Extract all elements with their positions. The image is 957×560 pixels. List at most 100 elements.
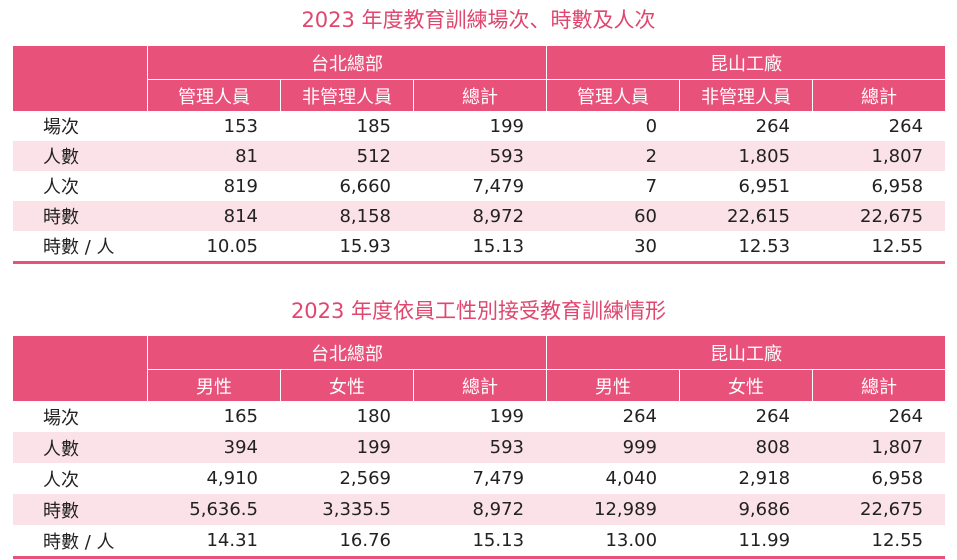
- column-header: 管理人員: [147, 79, 280, 111]
- table-cell: 6,958: [871, 175, 924, 197]
- column-header: 總計: [413, 79, 547, 111]
- row-label: 人次: [43, 469, 79, 491]
- table-cell: 5,636.5: [147, 494, 280, 525]
- table-cell: 7,479: [472, 468, 525, 489]
- table-cell: 2,918: [738, 468, 791, 489]
- column-header: 女性: [679, 369, 813, 401]
- table-row: 場次 165 180 199 264 264 264: [13, 401, 945, 432]
- column-header: 管理人員: [546, 79, 680, 111]
- table-row: 場次 153 185 199 0 264 264: [13, 111, 945, 141]
- table-cell: 814: [147, 201, 280, 231]
- table-row: 時數 5,636.5 3,335.5 8,972 12,989 9,686 22…: [13, 494, 946, 525]
- training-sessions-hours-table: 台北總部 昆山工廠 管理人員 非管理人員 總計 管理人員 非管理人員 總計 場次…: [13, 46, 946, 264]
- table-cell: 593: [413, 141, 547, 171]
- table-row: 人數 81 512 593 2 1,805 1,807: [13, 141, 946, 171]
- table-cell: 199: [489, 115, 525, 137]
- table-cell: 199: [489, 406, 525, 427]
- table-cell: 264: [755, 115, 791, 137]
- group-header-taipei: 台北總部: [147, 336, 547, 369]
- column-header: 男性: [147, 369, 280, 401]
- row-label: 時數: [13, 201, 147, 231]
- table-cell: 199: [280, 432, 413, 463]
- table-cell: 8,158: [280, 201, 413, 231]
- table-row: 時數 / 人 10.05 15.93 15.13 30 12.53 12.55: [13, 231, 946, 264]
- table-cell: 12.53: [679, 231, 813, 264]
- corner-header-cell: [13, 336, 147, 401]
- table-cell: 180: [356, 406, 391, 427]
- table-cell: 22,675: [812, 494, 946, 525]
- table-cell: 264: [888, 406, 924, 427]
- table-cell: 999: [546, 432, 680, 463]
- row-label: 時數: [13, 494, 147, 525]
- table2-title: 2023 年度依員工性別接受教育訓練情形: [290, 299, 667, 323]
- table-row: 時數 / 人 14.31 16.76 15.13 13.00 11.99 12.…: [13, 525, 946, 559]
- table-cell: 153: [223, 115, 258, 137]
- table-cell: 1,805: [679, 141, 813, 171]
- table-cell: 22,675: [812, 201, 946, 231]
- row-label: 人數: [13, 432, 147, 463]
- table-cell: 7: [645, 175, 658, 197]
- table-cell: 81: [147, 141, 280, 171]
- table-cell: 7,479: [472, 175, 525, 197]
- row-label: 場次: [43, 117, 79, 138]
- table-cell: 4,040: [605, 468, 658, 489]
- table-cell: 4,910: [206, 468, 258, 489]
- table-cell: 6,958: [871, 468, 924, 489]
- table-cell: 12.55: [812, 525, 946, 559]
- table-cell: 394: [147, 432, 280, 463]
- table-cell: 11.99: [679, 525, 813, 559]
- table-cell: 165: [223, 406, 258, 427]
- corner-header-cell: [13, 46, 147, 111]
- column-header: 非管理人員: [280, 79, 413, 111]
- row-label: 人次: [43, 177, 79, 198]
- table-cell: 264: [888, 115, 924, 137]
- table-cell: 30: [546, 231, 680, 264]
- table-row: 時數 814 8,158 8,972 60 22,615 22,675: [13, 201, 946, 231]
- table1-title: 2023 年度教育訓練場次、時數及人次: [301, 8, 656, 32]
- table-row: 人次 4,910 2,569 7,479 4,040 2,918 6,958: [13, 463, 945, 494]
- table-cell: 12.55: [812, 231, 946, 264]
- table-cell: 22,615: [679, 201, 813, 231]
- table-cell: 6,951: [738, 175, 791, 197]
- table-cell: 6,660: [339, 175, 391, 197]
- table-cell: 819: [223, 175, 258, 197]
- table-cell: 15.13: [413, 231, 547, 264]
- table-cell: 8,972: [413, 494, 547, 525]
- table-cell: 264: [755, 406, 791, 427]
- table-cell: 808: [679, 432, 813, 463]
- column-header: 總計: [812, 79, 946, 111]
- column-header: 總計: [413, 369, 547, 401]
- row-label: 時數 / 人: [13, 525, 147, 559]
- table-cell: 13.00: [546, 525, 680, 559]
- table-cell: 0: [645, 115, 658, 137]
- table-cell: 1,807: [812, 141, 946, 171]
- training-by-gender-table: 台北總部 昆山工廠 男性 女性 總計 男性 女性 總計 場次 165 180 1…: [13, 336, 946, 559]
- table-cell: 10.05: [147, 231, 280, 264]
- table-cell: 264: [622, 406, 658, 427]
- group-header-taipei: 台北總部: [147, 46, 547, 79]
- table-cell: 512: [280, 141, 413, 171]
- table-cell: 60: [546, 201, 680, 231]
- table-cell: 9,686: [679, 494, 813, 525]
- table-row: 人次 819 6,660 7,479 7 6,951 6,958: [13, 171, 945, 201]
- table-cell: 2,569: [339, 468, 391, 489]
- table-cell: 15.13: [413, 525, 547, 559]
- table-cell: 16.76: [280, 525, 413, 559]
- table-cell: 14.31: [147, 525, 280, 559]
- table-cell: 593: [413, 432, 547, 463]
- row-label: 人數: [13, 141, 147, 171]
- table-cell: 12,989: [546, 494, 680, 525]
- row-label: 場次: [43, 407, 79, 429]
- table-cell: 3,335.5: [280, 494, 413, 525]
- column-header: 總計: [812, 369, 946, 401]
- group-header-kunshan: 昆山工廠: [546, 46, 946, 79]
- table-cell: 1,807: [812, 432, 946, 463]
- table-row: 人數 394 199 593 999 808 1,807: [13, 432, 946, 463]
- group-header-kunshan: 昆山工廠: [546, 336, 946, 369]
- column-header: 非管理人員: [679, 79, 813, 111]
- table-cell: 8,972: [413, 201, 547, 231]
- column-header: 男性: [546, 369, 680, 401]
- row-label: 時數 / 人: [13, 231, 147, 264]
- column-header: 女性: [280, 369, 413, 401]
- table-cell: 185: [356, 115, 391, 137]
